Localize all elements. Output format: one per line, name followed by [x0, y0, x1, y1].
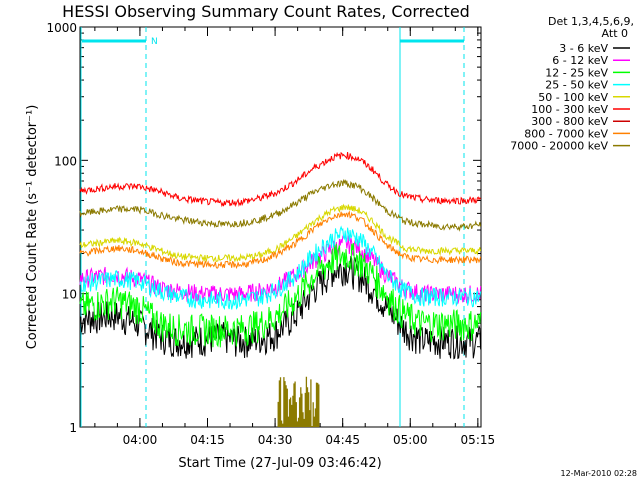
- night-marker-label: N: [151, 37, 158, 47]
- series-line: [79, 210, 482, 270]
- x-axis-label: Start Time (27-Jul-09 03:46:42): [178, 456, 381, 471]
- x-tick-label: 04:00: [123, 433, 158, 447]
- legend-label: 12 - 25 keV: [545, 66, 608, 79]
- series-line: [79, 255, 482, 360]
- legend-label: 300 - 800 keV: [531, 115, 608, 128]
- x-tick-label: 05:00: [393, 433, 428, 447]
- high-energy-burst-mark: [277, 376, 320, 427]
- legend-label: 7000 - 20000 keV: [510, 140, 608, 153]
- legend-label: 100 - 300 keV: [531, 103, 608, 116]
- x-axis: 04:00 04:15 04:30 04:45 05:00 05:15: [94, 27, 496, 447]
- legend-header-line-2: Att 0: [602, 27, 628, 40]
- series-line: [79, 242, 482, 348]
- chart-title: HESSI Observing Summary Count Rates, Cor…: [62, 2, 470, 21]
- night-markers: N: [80, 27, 465, 427]
- y-tick-label: 100: [54, 154, 77, 168]
- x-tick-label: 05:15: [461, 433, 496, 447]
- series-group: [79, 151, 482, 427]
- x-tick-label: 04:15: [190, 433, 225, 447]
- y-tick-label: 10: [62, 288, 77, 302]
- legend-label: 3 - 6 keV: [559, 42, 608, 55]
- legend-label: 25 - 50 keV: [545, 79, 608, 92]
- y-tick-label: 1000: [46, 21, 77, 35]
- legend-label: 6 - 12 keV: [552, 54, 608, 67]
- series-line: [79, 203, 482, 263]
- legend-header-line-1: Det 1,3,4,5,6,9,: [548, 15, 634, 28]
- y-axis-label: Corrected Count Rate (s⁻¹ detector⁻¹): [25, 105, 40, 350]
- footer-date: 12-Mar-2010 02:28: [561, 469, 638, 478]
- x-tick-label: 04:45: [325, 433, 360, 447]
- legend-label: 50 - 100 keV: [538, 91, 608, 104]
- legend-label: 800 - 7000 keV: [524, 127, 608, 140]
- series-line: [79, 178, 482, 232]
- y-tick-label: 1: [69, 421, 77, 435]
- y-axis: 1 10 100 1000: [46, 21, 481, 435]
- x-tick-label: 04:30: [258, 433, 293, 447]
- series-line: [79, 225, 482, 311]
- series-line: [79, 151, 481, 208]
